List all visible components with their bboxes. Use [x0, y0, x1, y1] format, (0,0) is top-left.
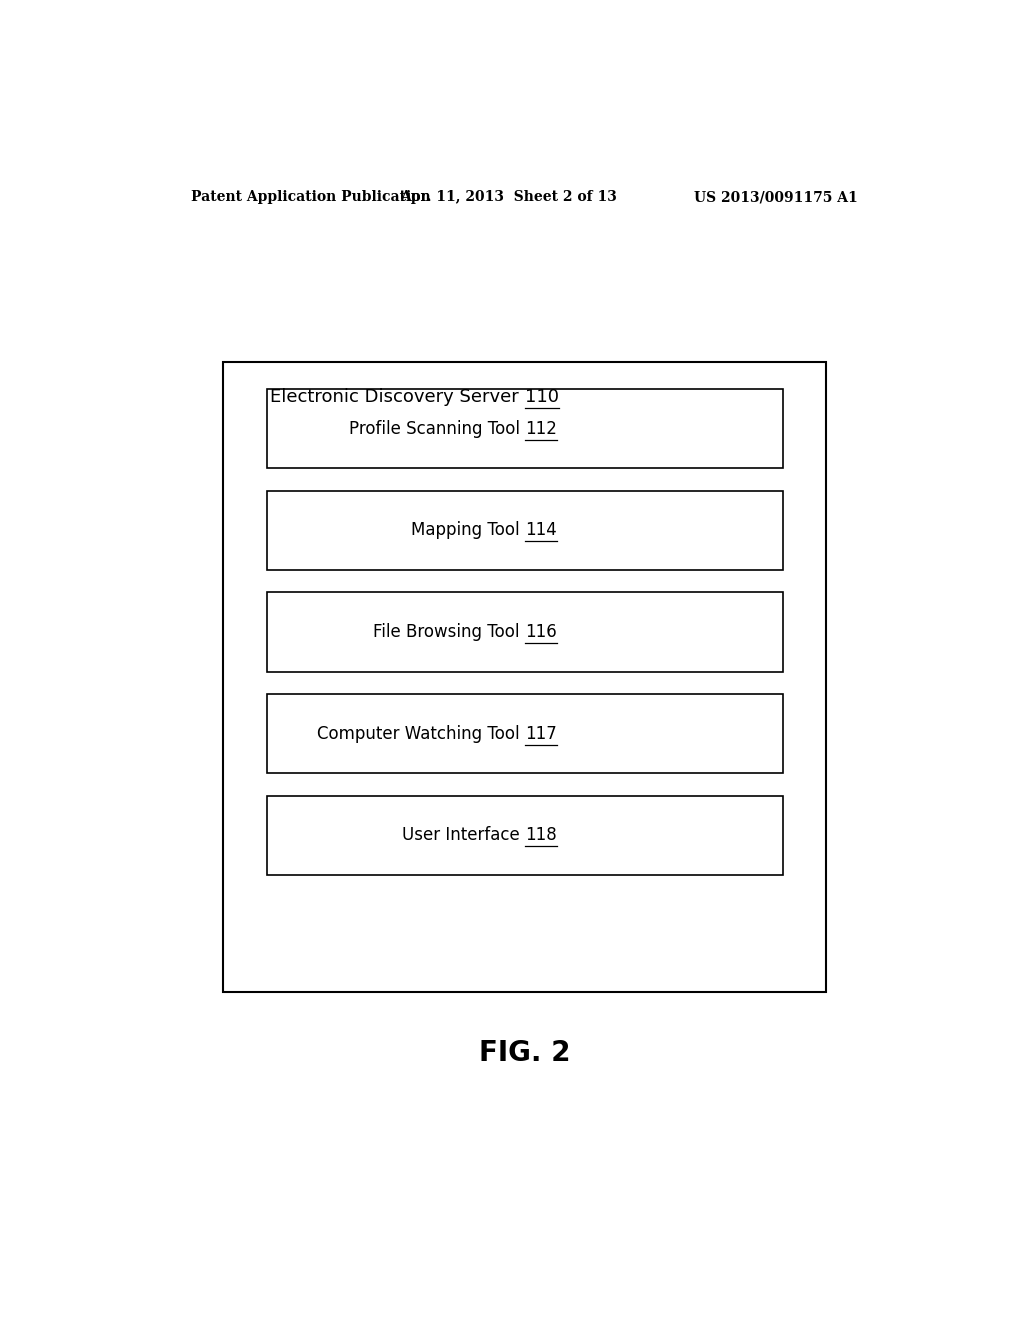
Text: 110: 110	[524, 388, 559, 407]
FancyBboxPatch shape	[267, 694, 782, 774]
Text: Mapping Tool: Mapping Tool	[411, 521, 524, 540]
Text: 114: 114	[524, 521, 557, 540]
FancyBboxPatch shape	[267, 593, 782, 672]
FancyBboxPatch shape	[267, 491, 782, 570]
Text: Apr. 11, 2013  Sheet 2 of 13: Apr. 11, 2013 Sheet 2 of 13	[400, 190, 617, 205]
Text: File Browsing Tool: File Browsing Tool	[373, 623, 524, 642]
Text: 112: 112	[524, 420, 557, 438]
Text: Profile Scanning Tool: Profile Scanning Tool	[348, 420, 524, 438]
FancyBboxPatch shape	[267, 389, 782, 469]
Text: Patent Application Publication: Patent Application Publication	[191, 190, 431, 205]
Text: Electronic Discovery Server: Electronic Discovery Server	[270, 388, 524, 407]
FancyBboxPatch shape	[267, 796, 782, 875]
Text: 117: 117	[524, 725, 557, 743]
FancyBboxPatch shape	[223, 362, 826, 991]
Text: 116: 116	[524, 623, 557, 642]
Text: User Interface: User Interface	[401, 826, 524, 845]
Text: US 2013/0091175 A1: US 2013/0091175 A1	[694, 190, 858, 205]
Text: Computer Watching Tool: Computer Watching Tool	[316, 725, 524, 743]
Text: 118: 118	[524, 826, 557, 845]
Text: FIG. 2: FIG. 2	[479, 1039, 570, 1067]
